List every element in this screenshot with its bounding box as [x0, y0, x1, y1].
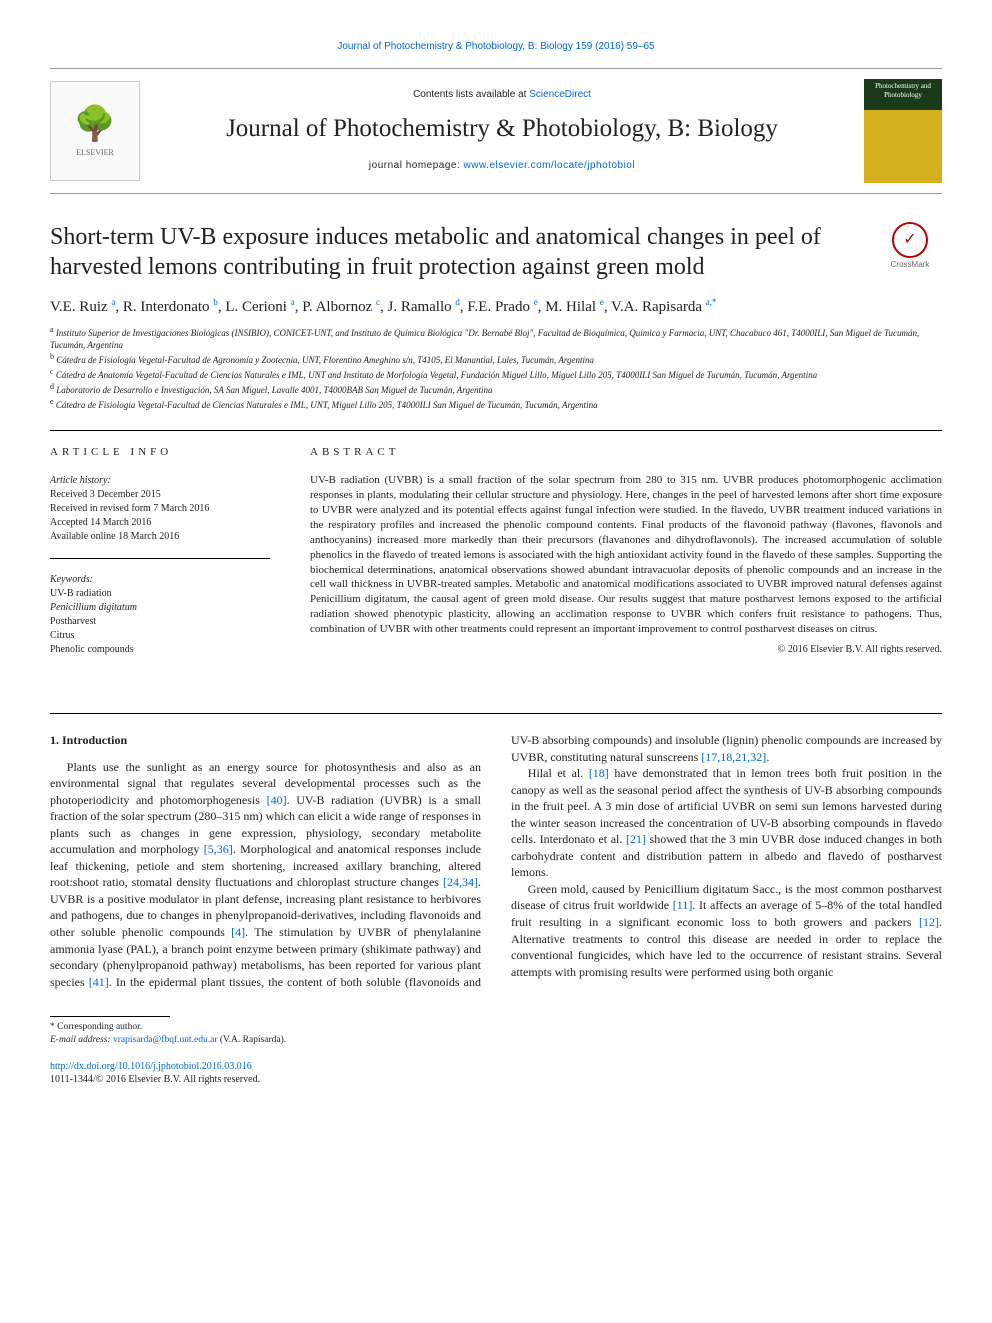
abstract-copyright: © 2016 Elsevier B.V. All rights reserved… — [310, 643, 942, 657]
ref-5-36[interactable]: [5,36] — [204, 842, 233, 856]
email-suffix: (V.A. Rapisarda). — [217, 1035, 286, 1045]
affiliations: a Instituto Superior de Investigaciones … — [50, 325, 942, 412]
ref-40[interactable]: [40] — [267, 793, 287, 807]
intro-para-2: Hilal et al. [18] have demonstrated that… — [511, 765, 942, 881]
contents-line: Contents lists available at ScienceDirec… — [156, 88, 848, 102]
doi-link[interactable]: http://dx.doi.org/10.1016/j.jphotobiol.2… — [50, 1061, 252, 1072]
abstract-heading: ABSTRACT — [310, 445, 942, 460]
info-abstract-row: ARTICLE INFO Article history: Received 3… — [50, 430, 942, 685]
corr-email-link[interactable]: vrapisarda@fbqf.unt.edu.ar — [113, 1035, 218, 1045]
crossmark-widget[interactable]: ✓ CrossMark — [878, 222, 942, 271]
affiliation-line: b Cátedra de Fisiología Vegetal-Facultad… — [50, 352, 942, 366]
page-footer: * Corresponding author. E-mail address: … — [50, 1016, 942, 1087]
contents-prefix: Contents lists available at — [413, 89, 529, 100]
keyword: Phenolic compounds — [50, 643, 270, 657]
keyword: UV-B radiation — [50, 587, 270, 601]
ref-4[interactable]: [4] — [231, 925, 245, 939]
keyword: Postharvest — [50, 615, 270, 629]
intro-para-3: Green mold, caused by Penicillium digita… — [511, 881, 942, 980]
affiliation-line: d Laboratorio de Desarrollo e Investigac… — [50, 382, 942, 396]
journal-homepage-link[interactable]: www.elsevier.com/locate/jphotobiol — [464, 160, 636, 171]
header-center: Contents lists available at ScienceDirec… — [140, 88, 864, 173]
authors-line: V.E. Ruiz a, R. Interdonato b, L. Cerion… — [50, 296, 942, 317]
keywords-block: Keywords: UV-B radiationPenicillium digi… — [50, 573, 270, 671]
article-info-column: ARTICLE INFO Article history: Received 3… — [50, 445, 270, 685]
crossmark-icon: ✓ — [892, 222, 928, 258]
ref-18[interactable]: [18] — [589, 766, 609, 780]
ref-41[interactable]: [41] — [89, 975, 109, 989]
ref-17-18-21-32[interactable]: [17,18,21,32] — [701, 750, 766, 764]
journal-cover-thumbnail: Photochemistry and Photobiology — [864, 79, 942, 183]
publisher-logo: 🌳 ELSEVIER — [50, 81, 140, 181]
citation-link[interactable]: Journal of Photochemistry & Photobiology… — [337, 41, 654, 52]
journal-header: 🌳 ELSEVIER Contents lists available at S… — [50, 68, 942, 194]
title-row: Short-term UV-B exposure induces metabol… — [50, 222, 942, 282]
crossmark-label: CrossMark — [891, 260, 930, 269]
section-1-heading: 1. Introduction — [50, 732, 481, 749]
history-line: Available online 18 March 2016 — [50, 530, 270, 544]
corresponding-author-note: * Corresponding author. E-mail address: … — [50, 1021, 942, 1046]
ref-12[interactable]: [12] — [919, 915, 939, 929]
affiliation-line: e Cátedra de Fisiología Vegetal-Facultad… — [50, 397, 942, 411]
article-history-block: Article history: Received 3 December 201… — [50, 474, 270, 559]
affiliation-line: c Cátedra de Anatomía Vegetal-Facultad d… — [50, 367, 942, 381]
homepage-line: journal homepage: www.elsevier.com/locat… — [156, 159, 848, 173]
ref-11[interactable]: [11] — [673, 898, 693, 912]
history-line: Received 3 December 2015 — [50, 488, 270, 502]
keyword: Citrus — [50, 629, 270, 643]
doi-block: http://dx.doi.org/10.1016/j.jphotobiol.2… — [50, 1060, 942, 1087]
article-title: Short-term UV-B exposure induces metabol… — [50, 222, 864, 282]
corr-label: * Corresponding author. — [50, 1021, 942, 1033]
article-info-heading: ARTICLE INFO — [50, 445, 270, 460]
cover-label: Photochemistry and Photobiology — [875, 82, 931, 99]
sciencedirect-link[interactable]: ScienceDirect — [529, 89, 591, 100]
journal-name: Journal of Photochemistry & Photobiology… — [156, 112, 848, 146]
abstract-text: UV-B radiation (UVBR) is a small fractio… — [310, 473, 942, 636]
publisher-name: ELSEVIER — [76, 148, 114, 159]
article-body: 1. Introduction Plants use the sunlight … — [50, 713, 942, 990]
citation-header: Journal of Photochemistry & Photobiology… — [50, 40, 942, 54]
abstract-column: ABSTRACT UV-B radiation (UVBR) is a smal… — [310, 445, 942, 685]
history-line: Accepted 14 March 2016 — [50, 516, 270, 530]
keywords-label: Keywords: — [50, 573, 270, 587]
history-label: Article history: — [50, 474, 270, 488]
ref-24-34[interactable]: [24,34] — [443, 875, 478, 889]
history-line: Received in revised form 7 March 2016 — [50, 502, 270, 516]
corr-email-line: E-mail address: vrapisarda@fbqf.unt.edu.… — [50, 1034, 942, 1046]
homepage-prefix: journal homepage: — [369, 160, 464, 171]
elsevier-tree-icon: 🌳 — [74, 102, 116, 148]
issn-copyright: 1011-1344/© 2016 Elsevier B.V. All right… — [50, 1074, 260, 1085]
affiliation-line: a Instituto Superior de Investigaciones … — [50, 325, 942, 351]
keyword: Penicillium digitatum — [50, 601, 270, 615]
email-label: E-mail address: — [50, 1035, 113, 1045]
corr-rule — [50, 1016, 170, 1017]
ref-21[interactable]: [21] — [626, 832, 646, 846]
